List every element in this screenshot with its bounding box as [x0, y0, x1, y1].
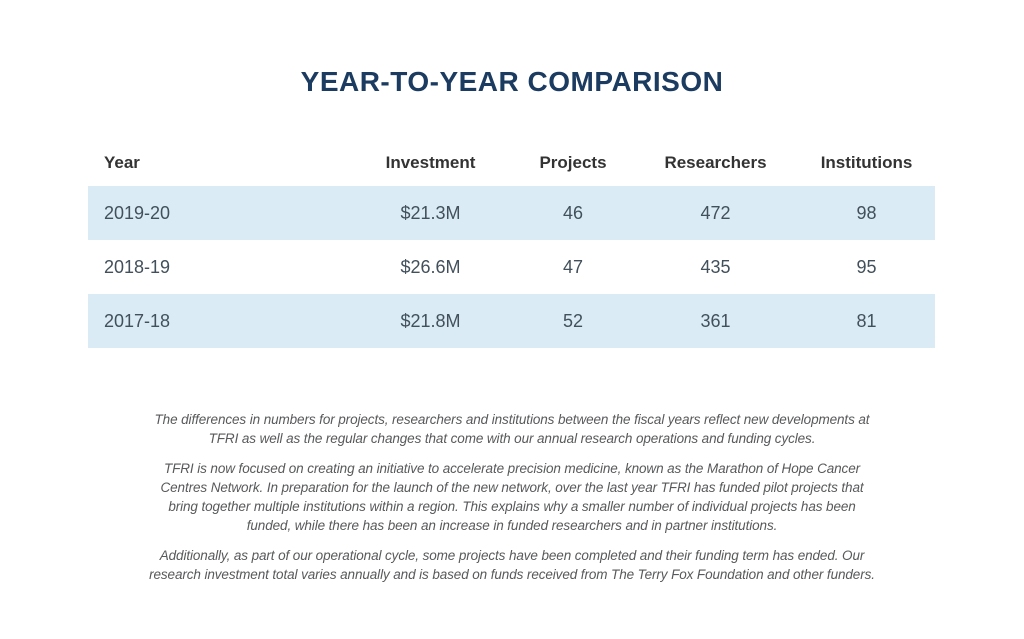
page-title: YEAR-TO-YEAR COMPARISON — [300, 66, 724, 97]
table-header-row: Year Investment Projects Researchers Ins… — [88, 140, 935, 186]
projects-cell: 46 — [562, 202, 584, 223]
table-row: 2017-18 $21.8M 52 361 81 — [88, 294, 935, 348]
investment-cell: $21.3M — [400, 202, 461, 223]
column-header-researchers: Researchers — [664, 153, 767, 172]
year-cell: 2017-18 — [104, 310, 171, 331]
institutions-cell: 98 — [856, 202, 877, 223]
comparison-table: Year Investment Projects Researchers Ins… — [88, 140, 935, 348]
institutions-cell: 95 — [856, 256, 877, 277]
investment-cell: $21.8M — [400, 310, 461, 331]
column-header-year: Year — [104, 153, 140, 172]
table-row: 2018-19 $26.6M 47 435 95 — [88, 240, 935, 294]
note-paragraph: The differences in numbers for projects,… — [154, 412, 870, 446]
projects-cell: 47 — [562, 256, 584, 277]
projects-cell: 52 — [562, 310, 584, 331]
year-cell: 2019-20 — [104, 202, 171, 223]
investment-cell: $26.6M — [400, 256, 461, 277]
column-header-projects: Projects — [539, 153, 607, 172]
column-header-investment: Investment — [385, 153, 476, 172]
year-cell: 2018-19 — [104, 256, 171, 277]
institutions-cell: 81 — [856, 310, 877, 331]
researchers-cell: 361 — [700, 310, 731, 331]
researchers-cell: 435 — [700, 256, 731, 277]
footnotes: The differences in numbers for projects,… — [62, 410, 962, 595]
researchers-cell: 472 — [700, 202, 731, 223]
table-row: 2019-20 $21.3M 46 472 98 — [88, 186, 935, 240]
note-paragraph: Additionally, as part of our operational… — [149, 548, 875, 582]
column-header-institutions: Institutions — [820, 153, 913, 172]
note-paragraph: TFRI is now focused on creating an initi… — [160, 461, 864, 533]
